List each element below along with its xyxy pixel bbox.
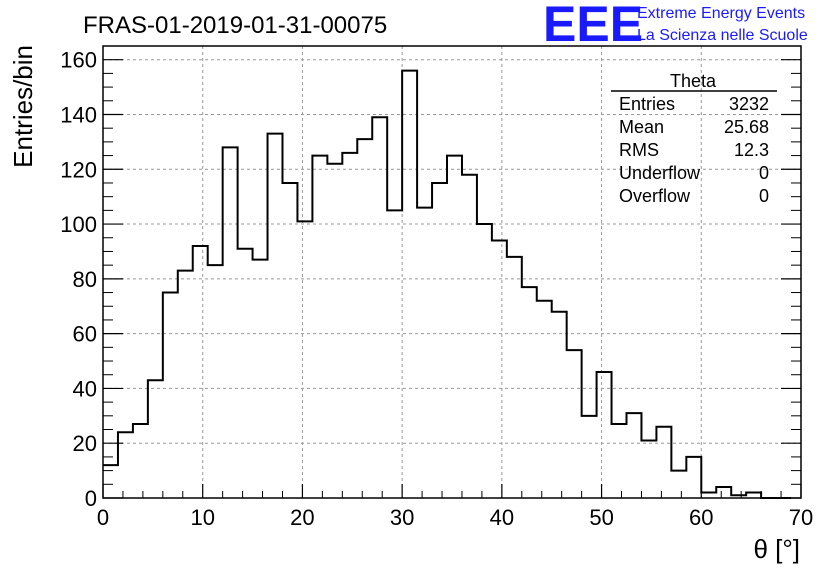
stats-row: Mean 25.68 [619, 117, 769, 137]
stats-row: Overflow 0 [619, 186, 769, 206]
y-tick-labels: 0 20 40 60 80 100 120 140 160 [60, 48, 97, 511]
stats-label: Mean [619, 117, 664, 137]
x-tick-labels: 0 10 20 30 40 50 60 70 [97, 505, 813, 530]
x-tick-label: 60 [689, 505, 713, 530]
y-tick-label: 60 [73, 322, 97, 347]
eee-logo: EEE [543, 0, 643, 52]
grid-lines [103, 46, 801, 498]
stats-row: Underflow 0 [619, 163, 769, 183]
y-tick-label: 100 [60, 212, 97, 237]
stats-label: Overflow [619, 186, 691, 206]
chart-title: FRAS-01-2019-01-31-00075 [83, 12, 387, 39]
y-tick-label: 40 [73, 376, 97, 401]
stats-label: Entries [619, 94, 675, 114]
x-tick-label: 10 [190, 505, 214, 530]
logo-line-2: La Scienza nelle Scuole [637, 27, 808, 44]
stats-label: RMS [619, 140, 659, 160]
x-tick-label: 40 [490, 505, 514, 530]
x-tick-label: 0 [97, 505, 109, 530]
x-tick-label: 70 [789, 505, 813, 530]
y-tick-label: 20 [73, 431, 97, 456]
y-tick-label: 0 [85, 486, 97, 511]
stats-value: 0 [759, 163, 769, 183]
stats-value: 3232 [729, 94, 769, 114]
stats-box: Theta Entries 3232 Mean 25.68 RMS 12.3 U… [611, 71, 777, 206]
histogram-series-theta [103, 69, 792, 499]
y-tick-label: 120 [60, 157, 97, 182]
x-tick-label: 30 [390, 505, 414, 530]
y-tick-label: 160 [60, 48, 97, 73]
stats-value: 25.68 [724, 117, 769, 137]
y-axis-label: Entries/bin [8, 45, 38, 168]
x-tick-label: 20 [290, 505, 314, 530]
y-tick-label: 80 [73, 267, 97, 292]
x-tick-label: 50 [589, 505, 613, 530]
x-axis-label: θ [°] [753, 534, 800, 564]
plot-frame [102, 45, 802, 499]
stats-value: 0 [759, 186, 769, 206]
stats-title: Theta [670, 71, 717, 91]
stats-label: Underflow [619, 163, 701, 183]
y-tick-label: 140 [60, 102, 97, 127]
axis-ticks [102, 45, 802, 499]
stats-row: Entries 3232 [619, 94, 769, 114]
stats-value: 12.3 [734, 140, 769, 160]
logo-line-1: Extreme Energy Events [637, 5, 805, 22]
stats-row: RMS 12.3 [619, 140, 769, 160]
